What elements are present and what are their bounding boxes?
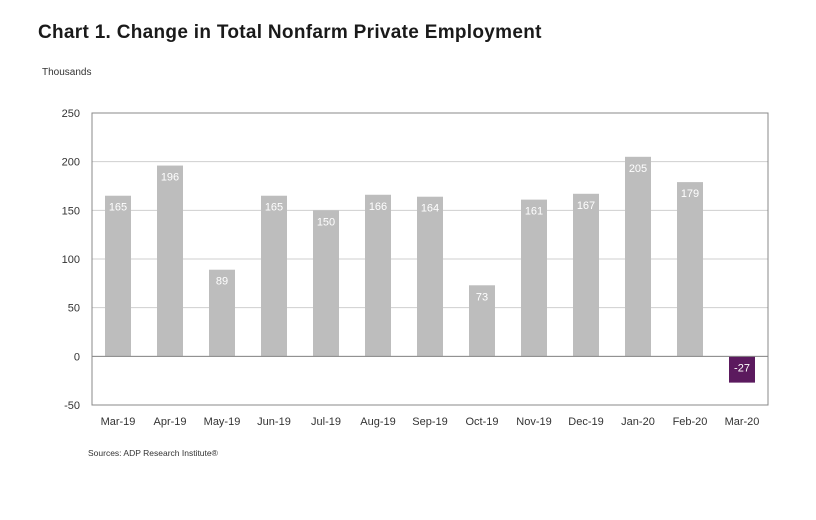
bar [417, 196, 443, 357]
data-label: 196 [161, 172, 179, 184]
chart-title: Chart 1. Change in Total Nonfarm Private… [38, 22, 542, 43]
x-tick-label: Mar-20 [725, 416, 760, 428]
data-label: 165 [109, 202, 127, 214]
y-tick-label: 100 [62, 254, 80, 266]
y-tick-label: 50 [68, 303, 80, 315]
bar [469, 285, 495, 357]
x-tick-label: Jul-19 [311, 416, 341, 428]
y-tick-label: 0 [74, 351, 80, 363]
x-tick-label: Mar-19 [101, 416, 136, 428]
data-label: 179 [681, 188, 699, 200]
bar [729, 356, 755, 383]
bar [209, 269, 235, 357]
bar [157, 165, 183, 357]
y-tick-label: 250 [62, 108, 80, 120]
x-tick-label: Oct-19 [465, 416, 498, 428]
data-label: 167 [577, 200, 595, 212]
x-tick-label: Dec-19 [568, 416, 603, 428]
x-tick-label: May-19 [204, 416, 241, 428]
source-note: Sources: ADP Research Institute® [88, 448, 218, 458]
data-label: 164 [421, 203, 439, 215]
plot-frame [91, 112, 769, 406]
data-label: 150 [317, 216, 335, 228]
bar [313, 210, 339, 357]
bar [677, 182, 703, 357]
bar [573, 193, 599, 357]
data-label: 165 [265, 202, 283, 214]
data-label: 166 [369, 201, 387, 213]
x-tick-label: Jan-20 [621, 416, 655, 428]
data-label: 161 [525, 206, 543, 218]
x-tick-label: Aug-19 [360, 416, 395, 428]
x-tick-label: Apr-19 [153, 416, 186, 428]
x-tick-label: Feb-20 [673, 416, 708, 428]
bar [261, 195, 287, 357]
x-tick-label: Jun-19 [257, 416, 291, 428]
x-tick-label: Nov-19 [516, 416, 551, 428]
y-tick-label: 150 [62, 205, 80, 217]
data-label: 205 [629, 163, 647, 175]
bar [105, 195, 131, 357]
bar [365, 194, 391, 357]
data-label: -27 [734, 362, 750, 374]
unit-label: Thousands [42, 67, 92, 78]
y-tick-label: -50 [64, 400, 80, 412]
data-label: 89 [216, 276, 228, 288]
bar [521, 199, 547, 357]
data-label: 73 [476, 291, 488, 303]
bar [625, 156, 651, 357]
x-tick-label: Sep-19 [412, 416, 447, 428]
y-tick-label: 200 [62, 157, 80, 169]
